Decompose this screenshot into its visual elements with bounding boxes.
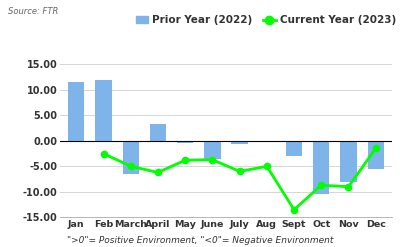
Bar xyxy=(259,141,275,142)
Legend: Prior Year (2022), Current Year (2023): Prior Year (2022), Current Year (2023) xyxy=(132,11,400,30)
Bar xyxy=(122,141,139,174)
Bar xyxy=(177,141,193,143)
Bar xyxy=(150,124,166,141)
Bar xyxy=(95,80,112,141)
Bar xyxy=(368,141,384,169)
Bar xyxy=(68,82,84,141)
Bar xyxy=(286,141,302,156)
Bar xyxy=(340,141,357,182)
Bar xyxy=(313,141,330,194)
Text: Source: FTR: Source: FTR xyxy=(8,7,58,16)
Text: ">0"= Positive Environment, "<0"= Negative Environment: ">0"= Positive Environment, "<0"= Negati… xyxy=(67,236,333,245)
Bar xyxy=(204,141,220,159)
Bar xyxy=(232,141,248,144)
